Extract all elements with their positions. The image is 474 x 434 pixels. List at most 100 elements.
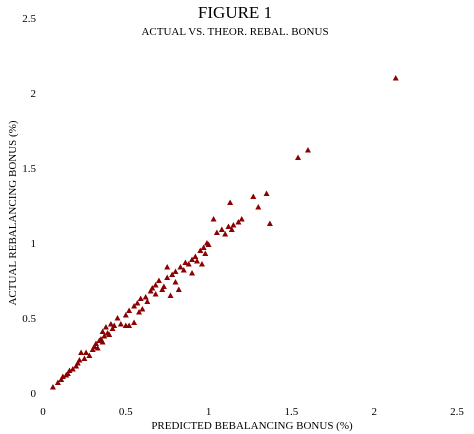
data-point [74, 360, 81, 366]
data-point [69, 366, 76, 372]
data-point [227, 199, 234, 205]
data-point [91, 343, 98, 349]
y-tick-label: 0 [31, 388, 37, 400]
y-tick-label: 1.5 [22, 163, 36, 175]
data-point [263, 190, 270, 196]
x-tick-label: 0.5 [119, 406, 133, 418]
data-point [99, 328, 106, 334]
data-point [89, 346, 96, 352]
data-point [106, 331, 113, 337]
data-point [228, 226, 235, 232]
data-point [177, 264, 184, 270]
data-point [131, 319, 138, 325]
y-tick-label: 2.5 [22, 13, 36, 25]
data-point [64, 370, 71, 376]
data-point [295, 154, 302, 160]
data-point [136, 309, 143, 315]
x-tick-label: 0 [40, 406, 46, 418]
y-tick-label: 0.5 [22, 313, 36, 325]
data-point [167, 292, 174, 298]
data-point [255, 204, 262, 210]
data-point [164, 274, 171, 280]
data-point [172, 268, 179, 274]
data-point [99, 339, 106, 345]
data-point [59, 373, 66, 379]
data-point [152, 282, 159, 288]
data-point [198, 261, 205, 267]
y-tick-label: 2 [31, 88, 37, 100]
chart-subtitle: ACTUAL VS. THEOR. REBAL. BONUS [141, 26, 328, 38]
data-point [111, 322, 118, 328]
chart-title: FIGURE 1 [198, 3, 272, 22]
data-point [94, 345, 101, 351]
x-axis-label: PREDICTED BEBALANCING BONUS (%) [151, 420, 353, 432]
data-point [109, 325, 116, 331]
data-point [175, 286, 182, 292]
data-point [137, 295, 144, 301]
x-axis-ticks: 0 0.5 1 1.5 2 2.5 [40, 406, 464, 418]
data-point [131, 303, 138, 309]
data-point [304, 147, 311, 153]
data-point [126, 322, 133, 328]
data-point [182, 259, 189, 265]
x-tick-label: 1 [206, 406, 212, 418]
data-point [266, 220, 273, 226]
y-tick-label: 1 [31, 238, 37, 250]
data-point [147, 288, 154, 294]
data-point [102, 324, 109, 330]
data-point [200, 244, 207, 250]
x-tick-label: 1.5 [285, 406, 299, 418]
data-point [149, 285, 156, 291]
data-point [392, 75, 399, 81]
y-axis-ticks: 0 0.5 1 1.5 2 2.5 [22, 13, 36, 400]
data-point [222, 231, 229, 237]
data-point [250, 193, 257, 199]
data-point [142, 294, 149, 300]
data-point [172, 279, 179, 285]
data-point [83, 349, 90, 355]
data-point [126, 307, 133, 313]
x-tick-label: 2 [371, 406, 377, 418]
data-point [205, 241, 212, 247]
data-point [189, 256, 196, 262]
y-axis-label: ACTUAL REBALANCING BONUS (%) [7, 120, 19, 305]
data-point [210, 216, 217, 222]
data-point [159, 286, 166, 292]
data-point [194, 258, 201, 264]
data-point [213, 229, 220, 235]
data-point [81, 355, 88, 361]
data-point [185, 261, 192, 267]
data-point [189, 270, 196, 276]
data-point [197, 247, 204, 253]
data-point [152, 291, 159, 297]
data-point [101, 333, 108, 339]
data-point [180, 267, 187, 273]
data-point [230, 222, 237, 228]
data-point [107, 321, 114, 327]
data-point [49, 384, 56, 390]
data-point [139, 306, 146, 312]
data-point [114, 315, 121, 321]
data-point [235, 219, 242, 225]
data-point [73, 363, 80, 369]
data-points [49, 75, 399, 390]
data-point [238, 216, 245, 222]
data-point [58, 376, 65, 382]
data-point [134, 300, 141, 306]
data-point [225, 223, 232, 229]
data-point [76, 357, 83, 363]
data-point [92, 340, 99, 346]
data-point [144, 298, 151, 304]
data-point [164, 264, 171, 270]
data-point [169, 271, 176, 277]
data-point [86, 352, 93, 358]
data-point [155, 277, 162, 283]
data-point [66, 367, 73, 373]
data-point [117, 321, 124, 327]
data-point [218, 226, 225, 232]
data-point [78, 349, 85, 355]
data-point [54, 379, 61, 385]
data-point [192, 253, 199, 259]
data-point [202, 250, 209, 256]
